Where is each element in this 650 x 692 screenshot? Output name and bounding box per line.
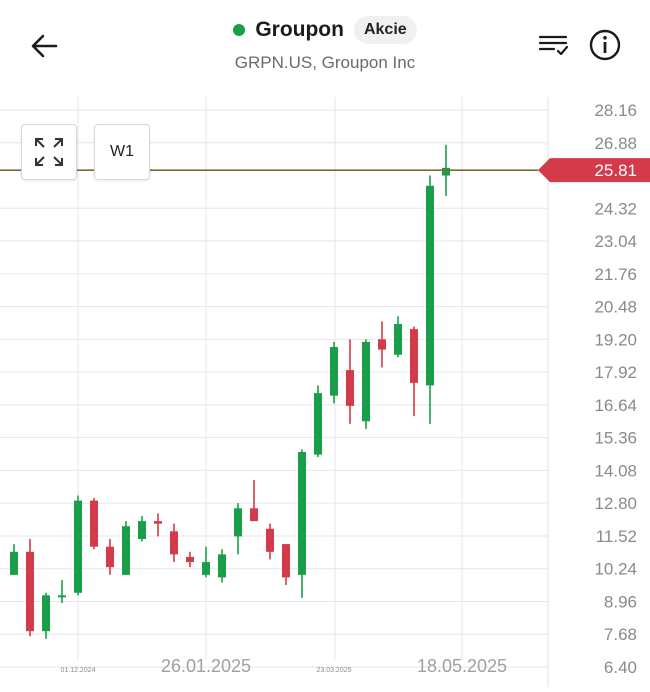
title-row: Groupon Akcie: [0, 16, 650, 44]
candle-body: [330, 347, 338, 396]
y-tick-label: 11.52: [596, 527, 637, 546]
candle-body: [394, 323, 402, 355]
y-tick-label: 26.88: [594, 134, 637, 153]
y-tick-label: 6.40: [604, 658, 637, 677]
candle-body: [298, 451, 306, 575]
instrument-title: Groupon: [255, 18, 344, 41]
header: Groupon Akcie GRPN.US, Groupon Inc: [0, 0, 650, 90]
candle-body: [378, 339, 386, 350]
y-tick-label: 16.64: [594, 396, 637, 415]
x-tick-label: 23.03.2025: [316, 667, 351, 674]
candle-body: [282, 544, 290, 578]
candle-body: [74, 500, 82, 593]
candle-body: [138, 521, 146, 540]
y-tick-label: 7.68: [604, 625, 637, 644]
y-tick-label: 14.08: [594, 461, 637, 480]
candle-body: [10, 551, 18, 575]
info-icon[interactable]: [588, 28, 622, 62]
candle-body: [42, 595, 50, 632]
candle-body: [346, 370, 354, 406]
back-arrow-icon[interactable]: [26, 28, 62, 64]
y-tick-label: 28.16: [594, 101, 637, 120]
candle-body: [218, 554, 226, 578]
y-tick-label: 24.32: [594, 199, 637, 218]
price-chart[interactable]: 28.16 26.88 24.32 23.04 21.76 20.48 19.20 17.92…: [0, 90, 650, 687]
candle-body: [186, 556, 194, 563]
candle-body: [106, 546, 114, 568]
y-tick-label: 10.24: [594, 560, 637, 579]
candle-body: [202, 562, 210, 575]
candle-body: [122, 526, 130, 575]
candle-body: [362, 341, 370, 422]
y-tick-label: 20.48: [594, 298, 637, 317]
x-tick-label: 18.05.2025: [417, 656, 507, 676]
market-status-dot: [233, 24, 246, 36]
candle-body: [266, 528, 274, 552]
y-tick-label: 19.20: [594, 330, 637, 349]
candle-body: [410, 329, 418, 383]
candle-body: [250, 508, 258, 522]
watchlist-icon[interactable]: [536, 30, 572, 62]
candlestick-chart[interactable]: 28.16 26.88 24.32 23.04 21.76 20.48 19.20 17.92…: [0, 90, 650, 687]
timeframe-button[interactable]: W1: [94, 124, 150, 180]
y-tick-label: 21.76: [594, 265, 637, 284]
x-tick-label: 26.01.2025: [161, 656, 251, 676]
candle-body: [170, 531, 178, 555]
candle-body: [90, 500, 98, 547]
current-price-tag: [538, 158, 650, 183]
x-tick-label: 01.12.2024: [60, 667, 95, 674]
candle-body: [26, 551, 34, 632]
instrument-subtitle: GRPN.US, Groupon Inc: [234, 53, 416, 72]
y-tick-label: 15.36: [594, 429, 637, 448]
candle-body: [442, 167, 450, 176]
y-tick-label: 12.80: [594, 494, 637, 513]
fullscreen-button[interactable]: [21, 124, 77, 180]
candle-body: [426, 185, 434, 386]
y-tick-label: 8.96: [604, 592, 637, 611]
candle-body: [58, 595, 66, 598]
y-tick-label: 17.92: [594, 363, 637, 382]
candle-body: [234, 508, 242, 537]
candle-body: [154, 521, 162, 524]
current-price-label: 25.81: [594, 161, 637, 180]
expand-icon: [35, 138, 63, 166]
asset-type-badge: Akcie: [353, 16, 417, 44]
candle-body: [314, 393, 322, 455]
y-tick-label: 23.04: [594, 232, 637, 251]
